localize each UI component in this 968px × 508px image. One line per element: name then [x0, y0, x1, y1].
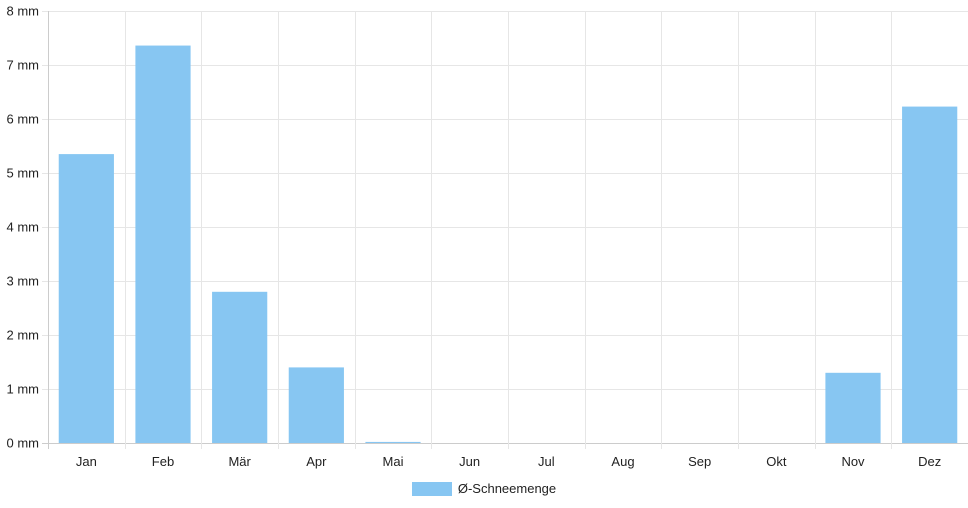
y-axis-tick-labels: 0 mm 1 mm 2 mm 3 mm 4 mm 5 mm 6 mm 7 mm 8 mm [7, 4, 40, 451]
bar-Feb[interactable] [135, 45, 191, 444]
x-tick-label: Dez [918, 454, 941, 469]
x-tick-label: Feb [152, 454, 174, 469]
y-tick-label: 7 mm [7, 58, 40, 73]
y-tick-label: 1 mm [7, 382, 40, 397]
x-tick-label: Nov [841, 454, 865, 469]
x-tick-label: Jan [76, 454, 97, 469]
legend-label: Ø-Schneemenge [457, 481, 557, 496]
legend-swatch [411, 481, 452, 496]
bar-layer [58, 45, 958, 444]
y-tick-label: 8 mm [7, 4, 40, 19]
bar-Jan[interactable] [58, 154, 114, 443]
y-tick-label: 5 mm [7, 166, 40, 181]
x-tick-label: Jun [459, 454, 480, 469]
x-tick-label: Mär [228, 454, 251, 469]
x-axis-tick-labels: Jan Feb Mär Apr Mai Jun Jul Aug Sep Okt Nov Dez [76, 454, 941, 469]
x-tick-label: Okt [766, 454, 787, 469]
x-tick-label: Sep [688, 454, 711, 469]
y-tick-label: 4 mm [7, 220, 40, 235]
bar-Nov[interactable] [825, 372, 881, 443]
y-tick-label: 3 mm [7, 274, 40, 289]
bar-Dez[interactable] [902, 106, 958, 443]
x-tick-label: Mai [383, 454, 404, 469]
y-tick-label: 6 mm [7, 112, 40, 127]
y-tick-label: 0 mm [7, 436, 40, 451]
x-tick-label: Apr [306, 454, 327, 469]
grid-layer [42, 11, 968, 449]
chart-legend[interactable]: Ø-Schneemenge [0, 481, 968, 496]
x-tick-label: Jul [538, 454, 555, 469]
bar-Mär[interactable] [212, 291, 268, 443]
bar-Apr[interactable] [288, 367, 344, 443]
y-tick-label: 2 mm [7, 328, 40, 343]
bar-Mai[interactable] [365, 441, 421, 443]
x-tick-label: Aug [611, 454, 634, 469]
